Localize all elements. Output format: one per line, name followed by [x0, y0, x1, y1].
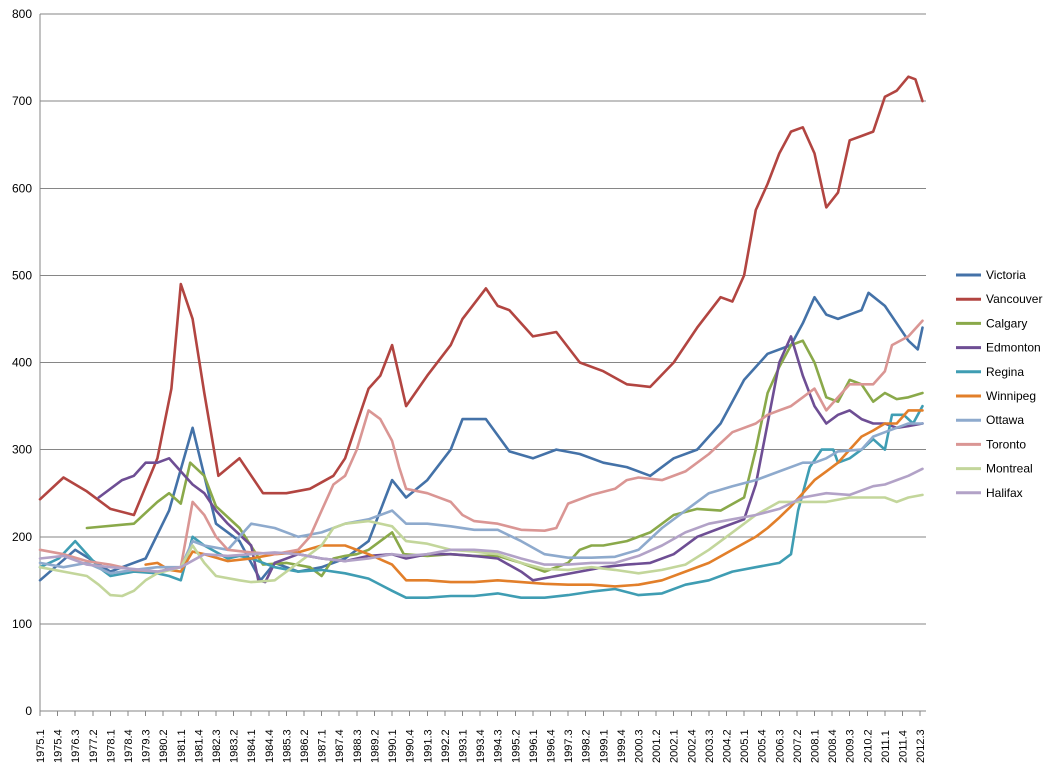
y-tick-label: 100	[12, 617, 32, 631]
x-tick-label: 1992.2	[440, 729, 452, 763]
y-tick-label: 300	[12, 443, 32, 457]
x-tick-label: 2010.2	[862, 729, 874, 763]
x-tick-label: 2011.4	[898, 730, 910, 763]
legend-label-calgary: Calgary	[986, 316, 1027, 330]
x-tick-label: 2003.3	[704, 729, 716, 763]
legend: Victoria Vancouver Calgary Edmonton Regina Wi…	[956, 268, 1042, 500]
x-tick-label: 1980.2	[158, 729, 170, 763]
legend-label-edmonton: Edmonton	[986, 341, 1041, 355]
x-tick-label: 1999.4	[616, 729, 628, 763]
x-tick-label: 1987.4	[334, 729, 346, 763]
legend-label-halifax: Halifax	[986, 486, 1023, 500]
x-tick-label: 2005.1	[739, 729, 751, 763]
x-tick-label: 1979.3	[141, 729, 153, 763]
x-tick-label: 1977.2	[88, 729, 100, 763]
series-line-vancouver	[38, 75, 924, 517]
legend-label-ottawa: Ottawa	[986, 413, 1024, 427]
legend-label-winnipeg: Winnipeg	[986, 389, 1036, 403]
y-tick-label: 400	[12, 356, 32, 370]
x-tick-label: 1993.1	[457, 729, 469, 763]
x-tick-label: 1983.2	[229, 729, 241, 763]
series-line-toronto	[38, 319, 924, 573]
x-tick-label: 1978.4	[123, 729, 135, 763]
x-tick-label: 1990.1	[387, 729, 399, 763]
x-tick-label: 2008.4	[827, 729, 839, 763]
series-lines	[38, 75, 924, 599]
x-tick-label: 2002.4	[686, 729, 698, 763]
series-line-ottawa	[38, 422, 924, 575]
x-tick-label: 1989.2	[369, 729, 381, 763]
x-tick-label: 1975.4	[53, 729, 65, 763]
y-tick-label: 200	[12, 530, 32, 544]
x-tick-label: 1982.3	[211, 729, 223, 763]
x-tick-label: 2004.2	[722, 729, 734, 763]
legend-label-toronto: Toronto	[986, 437, 1026, 451]
x-tick-label: 2002.1	[669, 729, 681, 763]
y-tick-label: 700	[12, 94, 32, 108]
x-tick-label: 1981.4	[193, 729, 205, 763]
x-tick-label: 1985.3	[281, 729, 293, 763]
x-tick-label: 1978.1	[105, 729, 117, 763]
x-tick-label: 1997.3	[563, 729, 575, 763]
y-tick-label: 600	[12, 181, 32, 195]
x-tick-label: 1995.2	[510, 729, 522, 763]
y-axis: 0 100 200 300 400 500 600 700 800	[12, 7, 41, 718]
x-tick-label: 2007.2	[792, 729, 804, 763]
x-tick-label: 1976.3	[70, 729, 82, 763]
y-tick-label: 500	[12, 268, 32, 282]
y-tick-label: 0	[25, 704, 32, 718]
x-tick-label: 1999.1	[598, 729, 610, 763]
series-line-halifax	[38, 467, 924, 573]
legend-label-victoria: Victoria	[986, 268, 1026, 282]
series-line-victoria	[38, 291, 924, 582]
x-tick-label: 1981.1	[176, 729, 188, 763]
legend-label-regina: Regina	[986, 365, 1024, 379]
x-axis: 1975.1 1975.4 1976.3 1977.2 1978.1 1978.4 1979…	[35, 711, 927, 763]
x-tick-label: 1991.3	[422, 729, 434, 763]
y-tick-label: 800	[12, 7, 32, 21]
x-tick-label: 1998.2	[581, 729, 593, 763]
x-tick-label: 1975.1	[35, 729, 47, 763]
x-tick-label: 1986.2	[299, 729, 311, 763]
x-tick-label: 1987.1	[317, 729, 329, 763]
x-tick-label: 1993.4	[475, 729, 487, 763]
x-tick-label: 2011.1	[880, 730, 892, 763]
series-line-calgary	[85, 339, 924, 578]
x-tick-label: 2006.3	[774, 729, 786, 763]
legend-label-montreal: Montreal	[986, 462, 1033, 476]
series-line-winnipeg	[144, 409, 924, 588]
x-tick-label: 2005.4	[757, 729, 769, 763]
x-tick-label: 1984.1	[246, 729, 258, 763]
x-tick-label: 2001.2	[651, 729, 663, 763]
x-tick-label: 2008.1	[810, 729, 822, 763]
x-tick-label: 2012.3	[915, 729, 927, 763]
x-tick-label: 2000.3	[633, 729, 645, 763]
legend-label-vancouver: Vancouver	[986, 292, 1042, 306]
x-tick-label: 1988.3	[352, 729, 364, 763]
x-tick-label: 1996.4	[545, 729, 557, 763]
x-tick-label: 1984.4	[264, 729, 276, 763]
x-tick-label: 1990.4	[405, 729, 417, 763]
x-tick-label: 1994.3	[493, 729, 505, 763]
series-line-edmonton	[97, 335, 924, 584]
series-line-montreal	[38, 493, 924, 598]
x-tick-label: 2009.3	[845, 729, 857, 763]
x-tick-label: 1996.1	[528, 729, 540, 763]
